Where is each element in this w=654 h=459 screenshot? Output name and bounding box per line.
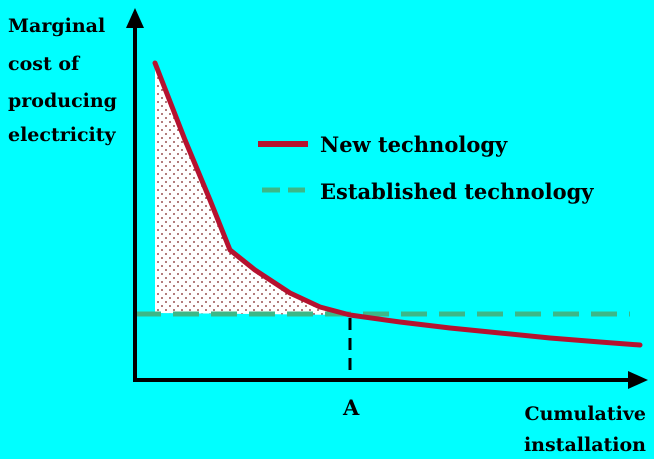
- y-axis-label-line-4: electricity: [8, 124, 117, 146]
- y-axis-label-line-2: cost of: [8, 53, 81, 75]
- x-marker-label: A: [342, 395, 360, 420]
- legend-established-technology-label: Established technology: [320, 179, 594, 204]
- legend-new-technology-label: New technology: [320, 132, 508, 157]
- y-axis-label-line-3: producing: [8, 90, 117, 112]
- x-axis-arrowhead: [628, 371, 648, 389]
- y-axis-label-line-1: Marginal: [8, 15, 105, 37]
- x-axis-label-line-2: installation: [524, 434, 646, 456]
- y-axis-arrowhead: [126, 8, 144, 28]
- new-technology-curve: [152, 60, 643, 348]
- x-axis-label-line-1: Cumulative: [524, 403, 646, 425]
- learning-investment-dots: [155, 63, 350, 315]
